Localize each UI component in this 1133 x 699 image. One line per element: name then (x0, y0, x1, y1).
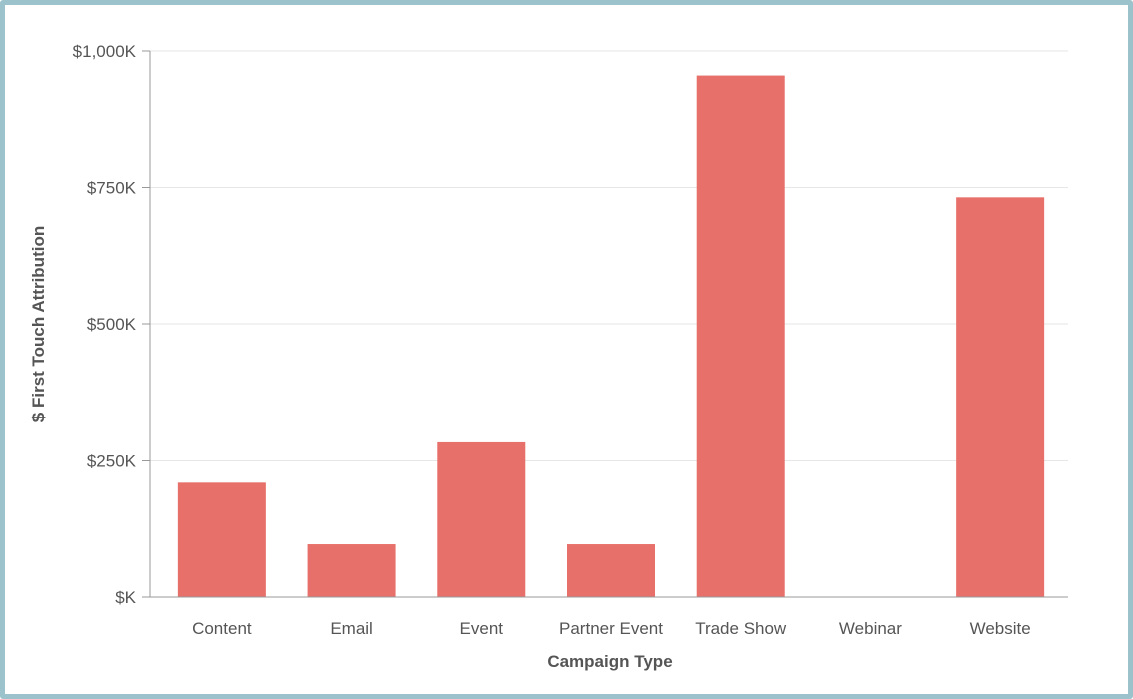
axes (142, 50, 1068, 598)
x-tick-label: Trade Show (695, 619, 787, 638)
bar-trade-show (696, 75, 785, 597)
x-tick-labels: Content Email Event Partner Event Trade Show… (192, 619, 1031, 638)
x-axis-title: Campaign Type (547, 652, 672, 671)
y-tick-label: $500K (87, 315, 137, 334)
x-tick-label: Content (192, 619, 252, 638)
bar-email (307, 544, 396, 597)
bar-partner-event (567, 544, 655, 597)
y-tick-label: $750K (87, 179, 137, 198)
bar-event (437, 441, 526, 597)
y-axis-title: $ First Touch Attribution (29, 226, 48, 422)
y-tick-label: $K (115, 588, 136, 607)
x-tick-label: Event (460, 619, 504, 638)
x-tick-label: Partner Event (559, 619, 663, 638)
bars (177, 75, 1045, 597)
x-tick-label: Webinar (839, 619, 902, 638)
x-tick-label: Email (330, 619, 373, 638)
bar-content (177, 482, 266, 597)
gridlines (150, 50, 1068, 461)
y-tick-label: $250K (87, 452, 137, 471)
x-tick-label: Website (970, 619, 1031, 638)
bar-website (956, 197, 1045, 597)
y-tick-labels: $K $250K $500K $750K $1,000K (73, 42, 137, 607)
y-tick-label: $1,000K (73, 42, 137, 61)
